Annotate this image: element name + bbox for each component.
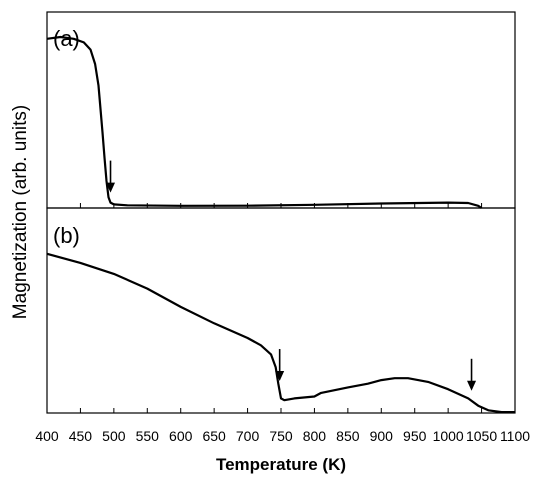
panel-a-curve [46,35,483,209]
panel-a-arrows [106,160,116,193]
panel-b-label: (b) [53,223,80,248]
x-tick-label-750: 750 [269,428,293,444]
panel-b-arrow-2 [467,358,477,391]
panel-a-frame [46,11,516,209]
panel-b-curve [46,252,515,414]
panel-a-arrow-1 [106,160,116,193]
panel-b-frame [46,207,516,414]
panel-b-arrow-1 [275,349,285,382]
panel-b-ticks [46,408,516,413]
x-tick-label-850: 850 [336,428,360,444]
x-tick-label-950: 950 [403,428,427,444]
x-tick-label-650: 650 [202,428,226,444]
x-tick-label-900: 900 [370,428,394,444]
x-axis-label: Temperature (K) [216,455,346,474]
x-tick-label-500: 500 [102,428,126,444]
x-tick-label-1100: 1100 [500,428,530,444]
x-tick-label-600: 600 [169,428,193,444]
panel-b: (b) [46,207,516,414]
x-tick-label-800: 800 [303,428,327,444]
x-tick-label-550: 550 [136,428,160,444]
x-tick-label-400: 400 [35,428,59,444]
y-axis-label: Magnetization (arb. units) [10,105,31,319]
x-tick-labels: 400 450 500 550 600 650 700 750 800 850 900 950 1000… [35,428,530,444]
x-tick-label-1000: 1000 [433,428,464,444]
x-tick-label-450: 450 [69,428,93,444]
x-tick-label-1050: 1050 [466,428,497,444]
x-tick-label-700: 700 [236,428,260,444]
panel-a: (a) [46,11,516,209]
panel-b-arrows [275,349,477,391]
